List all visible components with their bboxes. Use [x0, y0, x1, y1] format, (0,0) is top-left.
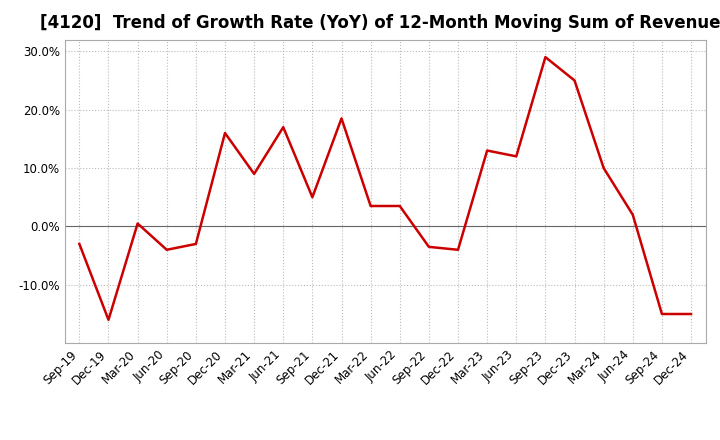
Title: [4120]  Trend of Growth Rate (YoY) of 12-Month Moving Sum of Revenues: [4120] Trend of Growth Rate (YoY) of 12-… [40, 15, 720, 33]
